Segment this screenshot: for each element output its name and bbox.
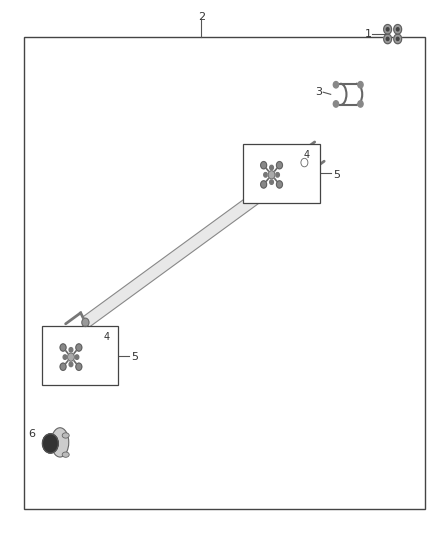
Text: 6: 6 (28, 430, 35, 439)
Text: 5: 5 (131, 352, 138, 362)
Bar (243, 144, 320, 203)
Circle shape (261, 161, 267, 169)
Text: 1: 1 (364, 29, 371, 39)
Circle shape (270, 180, 273, 184)
Circle shape (63, 355, 67, 359)
Circle shape (333, 82, 339, 88)
Circle shape (276, 181, 283, 188)
Text: 3: 3 (315, 87, 322, 97)
Circle shape (394, 34, 402, 44)
Ellipse shape (62, 433, 69, 438)
Circle shape (396, 28, 399, 31)
Text: 4: 4 (103, 332, 110, 342)
Circle shape (60, 344, 66, 351)
Circle shape (396, 37, 399, 41)
Text: 5: 5 (333, 170, 340, 180)
Circle shape (69, 348, 73, 352)
Circle shape (270, 165, 273, 170)
Circle shape (42, 434, 58, 453)
Circle shape (76, 363, 82, 370)
Circle shape (276, 161, 283, 169)
Circle shape (76, 344, 82, 351)
Bar (48, 440, 60, 450)
Circle shape (276, 173, 279, 177)
Circle shape (67, 353, 74, 361)
Text: 4: 4 (304, 150, 310, 159)
Bar (42, 326, 118, 385)
Circle shape (75, 355, 79, 359)
Circle shape (60, 363, 66, 370)
Circle shape (384, 25, 392, 34)
Bar (24, 37, 425, 509)
Circle shape (69, 362, 73, 367)
Ellipse shape (62, 452, 69, 457)
Circle shape (82, 318, 89, 327)
Circle shape (333, 101, 339, 107)
Circle shape (301, 158, 308, 167)
Circle shape (358, 82, 363, 88)
Circle shape (264, 173, 268, 177)
Circle shape (261, 181, 267, 188)
Ellipse shape (51, 427, 69, 457)
Circle shape (386, 28, 389, 31)
Circle shape (394, 25, 402, 34)
Circle shape (268, 171, 275, 179)
Circle shape (386, 37, 389, 41)
Text: 2: 2 (198, 12, 205, 22)
Circle shape (358, 101, 363, 107)
Polygon shape (83, 157, 307, 328)
Circle shape (384, 34, 392, 44)
